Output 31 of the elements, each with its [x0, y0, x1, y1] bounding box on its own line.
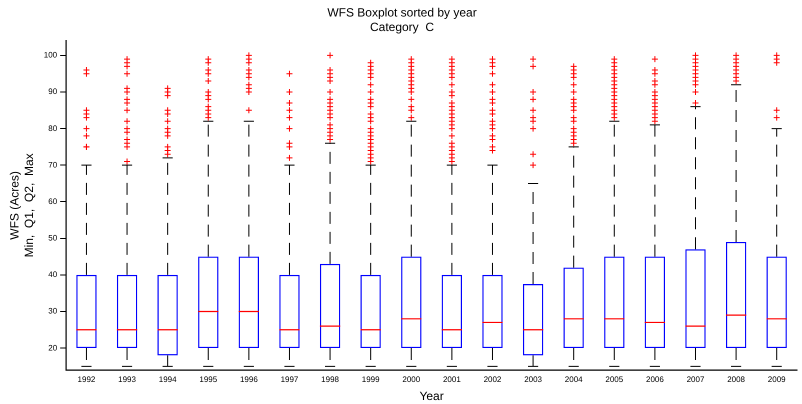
- y-tick-label: 40: [48, 270, 58, 280]
- x-tick-label: 1995: [199, 375, 218, 384]
- chart-title: WFS Boxplot sorted by year: [327, 6, 477, 20]
- x-tick-label: 2002: [484, 375, 502, 384]
- x-tick-label: 2005: [605, 375, 624, 384]
- y-tick-label: 60: [48, 196, 58, 206]
- x-tick-label: 1997: [280, 375, 299, 384]
- y-tick-label: 90: [48, 87, 58, 96]
- x-tick-label: 2006: [646, 375, 664, 384]
- x-axis-title: Year: [419, 389, 444, 404]
- y-tick-label: 80: [48, 124, 58, 133]
- x-tick-label: 1992: [78, 375, 96, 384]
- x-tick-label: 2001: [442, 375, 462, 384]
- x-tick-label: 2003: [524, 375, 543, 384]
- y-axis-title: WFS (Acres) Min, Q1, Q2, Max: [8, 153, 36, 258]
- x-tick-label: 2007: [686, 375, 705, 384]
- chart-subtitle: Category C: [370, 20, 434, 34]
- x-tick-label: 1994: [158, 375, 178, 384]
- x-tick-label: 1998: [321, 375, 340, 384]
- x-tick-label: 1993: [118, 375, 136, 384]
- x-tick-label: 1999: [362, 375, 380, 384]
- y-tick-label: 100: [44, 50, 58, 60]
- y-tick-label: 30: [48, 306, 58, 316]
- y-tick-label: 50: [48, 234, 58, 243]
- y-tick-label: 20: [48, 343, 58, 352]
- x-tick-label: 2009: [768, 375, 786, 384]
- y-tick-label: 70: [48, 160, 58, 170]
- x-tick-label: 2000: [402, 375, 421, 384]
- x-tick-label: 2008: [727, 375, 746, 384]
- x-tick-label: 1996: [240, 375, 258, 384]
- x-tick-label: 2004: [564, 375, 584, 384]
